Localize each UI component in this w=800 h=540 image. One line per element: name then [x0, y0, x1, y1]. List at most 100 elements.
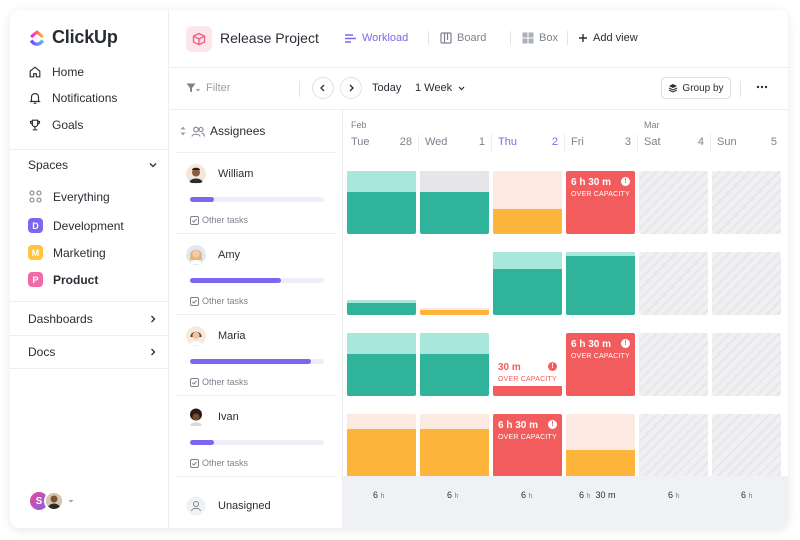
workload-cell-over-capacity[interactable]: 6 h 30 m OVER CAPACITY ! [493, 414, 562, 477]
tab-separator [567, 31, 568, 45]
page-header: Release Project Workload Board Box Add v… [170, 10, 788, 68]
workload-cell-over-capacity[interactable]: 30 m OVER CAPACITY ! [493, 333, 562, 396]
assignee-name: Amy [218, 249, 240, 261]
warning-icon: ! [548, 362, 557, 371]
over-capacity-text: OVER CAPACITY [498, 376, 557, 383]
sidebar-divider [10, 301, 169, 302]
workload-calendar: Feb Mar Tue 28 Wed 1 Thu 2 Fri 3 Sat 4 Sun 5 6… [342, 110, 788, 528]
workload-cell[interactable] [420, 171, 489, 234]
day-name: Sun [717, 136, 737, 148]
other-tasks-link[interactable]: Other tasks [190, 377, 248, 387]
workload-cell[interactable] [420, 308, 489, 315]
tab-board-label: Board [457, 32, 487, 44]
workload-cell[interactable] [493, 252, 562, 315]
today-button[interactable]: Today [372, 82, 401, 94]
avatar[interactable] [44, 491, 64, 511]
next-button[interactable] [340, 77, 362, 99]
range-select[interactable]: 1 Week [415, 82, 466, 94]
capacity-label: 30 m OVER CAPACITY [498, 362, 557, 385]
chevron-right-icon [151, 348, 156, 356]
unassigned-user-icon [186, 496, 206, 516]
space-product[interactable]: P Product [28, 272, 98, 287]
more-button[interactable] [755, 80, 769, 94]
docs-section[interactable]: Docs [28, 345, 158, 359]
logo[interactable]: ClickUp [28, 27, 118, 48]
day-header: Tue 28 [345, 134, 418, 152]
user-menu[interactable]: S [28, 490, 75, 512]
range-label: 1 Week [415, 82, 453, 94]
add-view-button[interactable]: Add view [578, 32, 638, 44]
toolbar-separator [740, 81, 741, 97]
assignee-name: Ivan [218, 411, 239, 423]
workload-cell[interactable] [347, 414, 416, 477]
capacity-label: 6 h 30 m OVER CAPACITY [571, 339, 630, 362]
space-badge: P [28, 272, 43, 287]
workload-cell-over-capacity[interactable]: 6 h 30 m OVER CAPACITY ! [566, 333, 635, 396]
warning-icon: ! [548, 420, 557, 429]
docs-label: Docs [28, 345, 56, 359]
home-icon [29, 66, 41, 78]
capacity-bar [190, 359, 324, 364]
tab-separator [428, 31, 429, 45]
tab-board[interactable]: Board [440, 32, 486, 44]
workload-cell[interactable] [566, 252, 635, 315]
workload-cell[interactable] [347, 300, 416, 315]
workload-cell[interactable] [420, 333, 489, 396]
app-window: ClickUp Home Notifications Goals Spaces … [10, 10, 788, 528]
chevron-right-icon [349, 84, 354, 92]
total-hours: 6 h [521, 490, 533, 500]
more-horizontal-icon [756, 85, 768, 89]
day-number: 1 [478, 136, 485, 148]
project-icon [186, 26, 212, 52]
nav-notifications[interactable]: Notifications [28, 91, 117, 105]
filter-input[interactable]: Filter [186, 82, 230, 94]
capacity-bar-fill [190, 359, 311, 364]
day-number: 5 [770, 136, 777, 148]
dashboards-section[interactable]: Dashboards [28, 312, 158, 326]
space-everything-label: Everything [53, 189, 110, 204]
workload-cell-over-capacity[interactable]: 6 h 30 m OVER CAPACITY ! [566, 171, 635, 234]
space-marketing[interactable]: M Marketing [28, 245, 106, 260]
workload-cell[interactable] [420, 414, 489, 477]
spaces-header[interactable]: Spaces [28, 158, 158, 172]
users-icon [191, 126, 205, 137]
space-everything[interactable]: Everything [28, 189, 110, 204]
nav-home[interactable]: Home [28, 65, 84, 79]
workload-cell[interactable] [566, 414, 635, 477]
assignees-header[interactable]: Assignees [180, 124, 265, 138]
day-name: Tue [351, 136, 370, 148]
assignees-title: Assignees [210, 124, 266, 138]
chevron-down-icon[interactable] [148, 160, 158, 170]
nav-notifications-label: Notifications [52, 91, 118, 105]
row-divider [176, 476, 336, 477]
nav-goals-label: Goals [52, 118, 84, 132]
weekend-cell [712, 414, 781, 477]
tab-box[interactable]: Box [522, 32, 558, 44]
group-by-button[interactable]: Group by [661, 77, 731, 99]
box-icon [522, 32, 534, 44]
other-tasks-link[interactable]: Other tasks [190, 215, 248, 225]
month-label: Mar [644, 120, 660, 130]
assignees-column: Assignees William Other tasks Amy Other … [170, 110, 342, 528]
total-hours: 6 h 30 m [579, 490, 616, 500]
workload-cell[interactable] [347, 333, 416, 396]
weekend-cell [639, 171, 708, 234]
assignee-name: William [218, 168, 254, 180]
caret-down-icon[interactable] [67, 497, 75, 505]
day-header: Fri 3 [564, 134, 637, 152]
weekend-cell [639, 252, 708, 315]
other-tasks-link[interactable]: Other tasks [190, 458, 248, 468]
nav-goals[interactable]: Goals [28, 118, 83, 132]
weekend-cell [639, 333, 708, 396]
task-check-icon [190, 215, 199, 225]
warning-icon: ! [621, 177, 630, 186]
other-tasks-link[interactable]: Other tasks [190, 296, 248, 306]
space-development[interactable]: D Development [28, 218, 124, 233]
prev-button[interactable] [312, 77, 334, 99]
capacity-bar-fill [190, 197, 215, 202]
weekend-cell [712, 171, 781, 234]
workload-cell[interactable] [493, 171, 562, 234]
workload-cell[interactable] [347, 171, 416, 234]
capacity-bar [190, 278, 324, 283]
tab-workload[interactable]: Workload [344, 32, 408, 44]
